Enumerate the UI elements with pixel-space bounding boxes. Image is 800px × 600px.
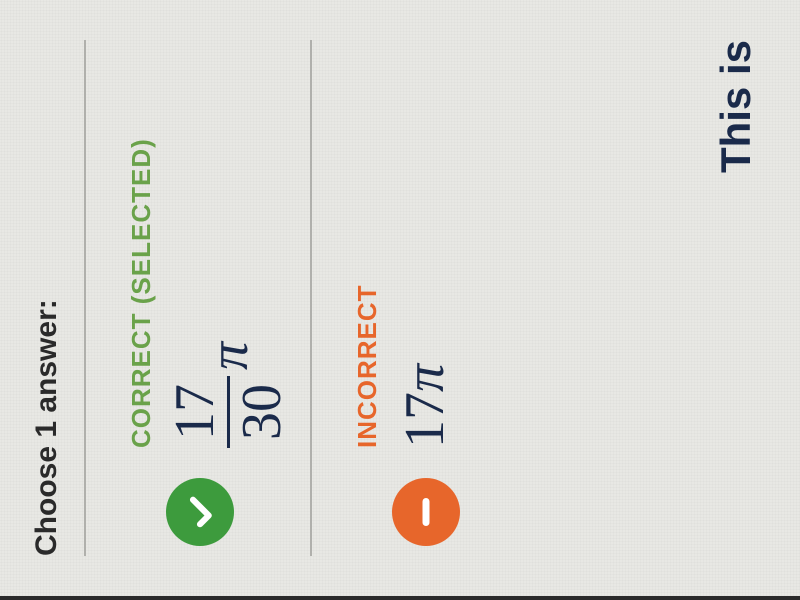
answer-incorrect[interactable]: INCORRECT 17π xyxy=(337,40,480,556)
divider-top xyxy=(84,40,86,556)
prompt-text: Choose 1 answer: xyxy=(30,40,64,556)
divider-mid xyxy=(310,40,312,556)
quiz-panel: Choose 1 answer: CORRECT (SELECTED) 17 3… xyxy=(0,0,800,600)
check-icon xyxy=(166,478,234,546)
answer-correct-content: CORRECT (SELECTED) 17 30 π xyxy=(126,40,290,448)
fraction-denominator: 30 xyxy=(227,376,290,448)
pi-symbol-2: π xyxy=(394,364,456,392)
math-value: 17 xyxy=(394,392,456,448)
pi-symbol: π xyxy=(197,342,261,370)
math-simple: 17π xyxy=(393,40,457,448)
answer-correct[interactable]: CORRECT (SELECTED) 17 30 π xyxy=(111,40,310,556)
status-label-incorrect: INCORRECT xyxy=(352,40,383,448)
minus-icon xyxy=(392,478,460,546)
fraction-numerator: 17 xyxy=(167,376,227,448)
footer-partial-text: This is xyxy=(712,40,760,173)
math-fraction: 17 30 π xyxy=(167,40,290,448)
status-label-correct: CORRECT (SELECTED) xyxy=(126,40,157,448)
answer-incorrect-content: INCORRECT 17π xyxy=(352,40,457,448)
